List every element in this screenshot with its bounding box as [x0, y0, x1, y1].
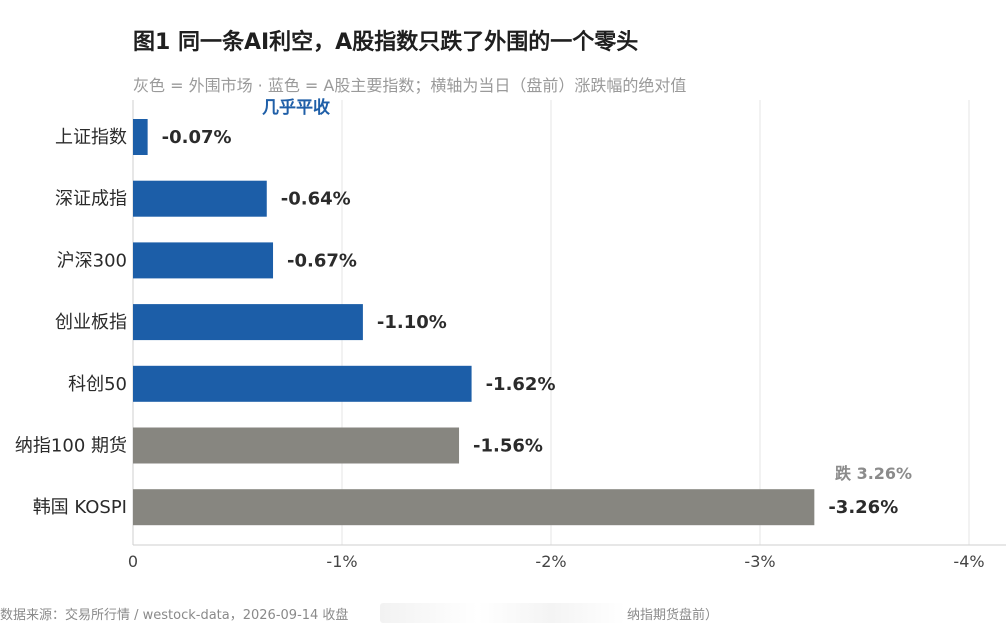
- data-label: -3.26%: [828, 497, 898, 518]
- x-tick-label: -1%: [326, 552, 357, 571]
- bar: [133, 242, 274, 279]
- chart-title: 图1 同一条AI利空，A股指数只跌了外围的一个零头: [133, 30, 639, 55]
- chart-subtitle: 灰色 = 外围市场 · 蓝色 = A股主要指数；横轴为当日（盘前）涨跌幅的绝对值: [133, 76, 687, 95]
- redacted-region: [380, 603, 625, 623]
- bar-chart: 0 -1% -2% -3% -4% 上证指数 -0.07% 深证成指 -0.64% 沪深300 -0…: [15, 97, 1006, 571]
- bar: [133, 365, 472, 402]
- category-label: 沪深300: [57, 250, 127, 271]
- data-label: -1.56%: [473, 436, 543, 457]
- bar: [133, 304, 363, 341]
- category-label: 深证成指: [55, 189, 127, 210]
- source-text-tail: 纳指期货盘前）: [627, 608, 719, 623]
- bar: [133, 180, 267, 217]
- x-tick-label: -2%: [535, 552, 566, 571]
- annotation-flat: 几乎平收: [262, 97, 330, 118]
- bar: [133, 119, 148, 155]
- category-label: 创业板指: [55, 312, 127, 333]
- data-label: -1.62%: [486, 374, 556, 395]
- data-label: -1.10%: [377, 312, 447, 333]
- data-label: -0.07%: [162, 127, 232, 148]
- source-text: 数据来源：交易所行情 / westock-data，2026-09-14 收盘: [0, 608, 349, 623]
- data-label: -0.64%: [281, 189, 351, 210]
- x-tick-label: -4%: [953, 552, 984, 571]
- data-label: -0.67%: [287, 250, 357, 271]
- category-label: 纳指100 期货: [15, 436, 127, 457]
- annotation-drop: 跌 3.26%: [835, 464, 912, 483]
- bar: [133, 489, 815, 526]
- category-label: 科创50: [68, 374, 127, 395]
- bar: [133, 427, 460, 464]
- category-label: 韩国 KOSPI: [33, 497, 127, 518]
- x-tick-label: -3%: [744, 552, 775, 571]
- category-label: 上证指数: [55, 127, 127, 148]
- x-tick-label: 0: [128, 552, 138, 571]
